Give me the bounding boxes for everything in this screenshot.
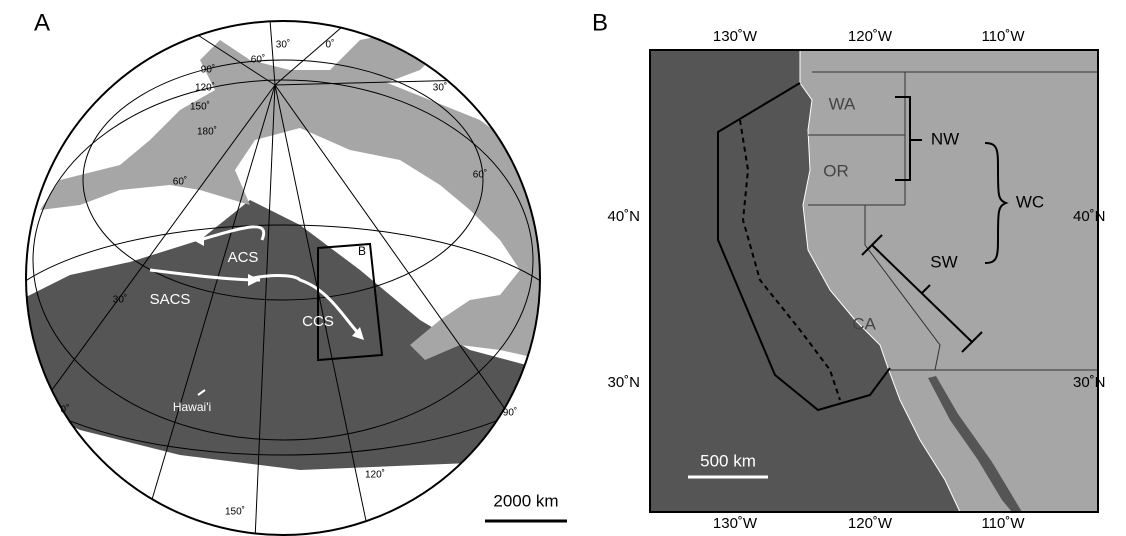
graticule-label: 150˚	[225, 506, 245, 518]
graticule-label: 30˚	[276, 39, 290, 51]
graticule-label: 120˚	[195, 82, 215, 94]
graticule-label: 90˚	[503, 407, 517, 419]
y-tick-label: 30˚N	[607, 374, 640, 391]
panel-label: A	[34, 9, 50, 36]
graticule-label: 60˚	[173, 176, 187, 188]
state-label: OR	[823, 161, 849, 180]
graticule-label: 60˚	[251, 54, 265, 66]
figure: A B 30˚ 60˚ 0˚ 90˚ 120˚ 150˚ 180˚ 60˚ 30˚ 60˚ 30˚ 0˚ 1…	[0, 0, 1126, 536]
current-label: ACS	[228, 249, 259, 266]
x-tick-label: 120˚W	[848, 515, 893, 532]
x-tick-label: 130˚W	[713, 515, 758, 532]
inset-label: B	[358, 244, 366, 258]
current-label: SACS	[150, 291, 191, 308]
graticule-label: 60˚	[473, 169, 487, 181]
graticule-label: 30˚	[433, 82, 447, 94]
region-label: SW	[930, 252, 957, 271]
graticule-label: 30˚	[113, 294, 127, 306]
state-label: WA	[829, 94, 856, 113]
graticule-label: 90˚	[201, 64, 215, 76]
y-tick-label: 40˚N	[607, 208, 640, 225]
region-label: NW	[931, 129, 959, 148]
graticule-label: 0˚	[326, 39, 335, 51]
graticule-label: 150˚	[190, 101, 210, 113]
map-b	[650, 50, 1098, 512]
island-label: Hawai'i	[173, 400, 211, 414]
region-label: WC	[1016, 192, 1044, 211]
panel-label: B	[592, 9, 608, 36]
graticule-label: 0˚	[61, 404, 70, 416]
state-label: CA	[852, 314, 876, 333]
x-tick-label: 130˚W	[713, 28, 758, 45]
x-tick-label: 120˚W	[848, 28, 893, 45]
x-tick-label: 110˚W	[981, 28, 1025, 45]
scale-label: 500 km	[700, 451, 756, 470]
scale-label: 2000 km	[493, 491, 558, 510]
graticule-label: 180˚	[197, 126, 217, 138]
y-tick-label: 40˚N	[1073, 208, 1106, 225]
x-tick-label: 110˚W	[981, 515, 1025, 532]
graticule-label: 120˚	[365, 469, 385, 481]
y-tick-label: 30˚N	[1073, 374, 1106, 391]
globe	[0, 20, 583, 536]
current-label: CCS	[302, 313, 334, 330]
